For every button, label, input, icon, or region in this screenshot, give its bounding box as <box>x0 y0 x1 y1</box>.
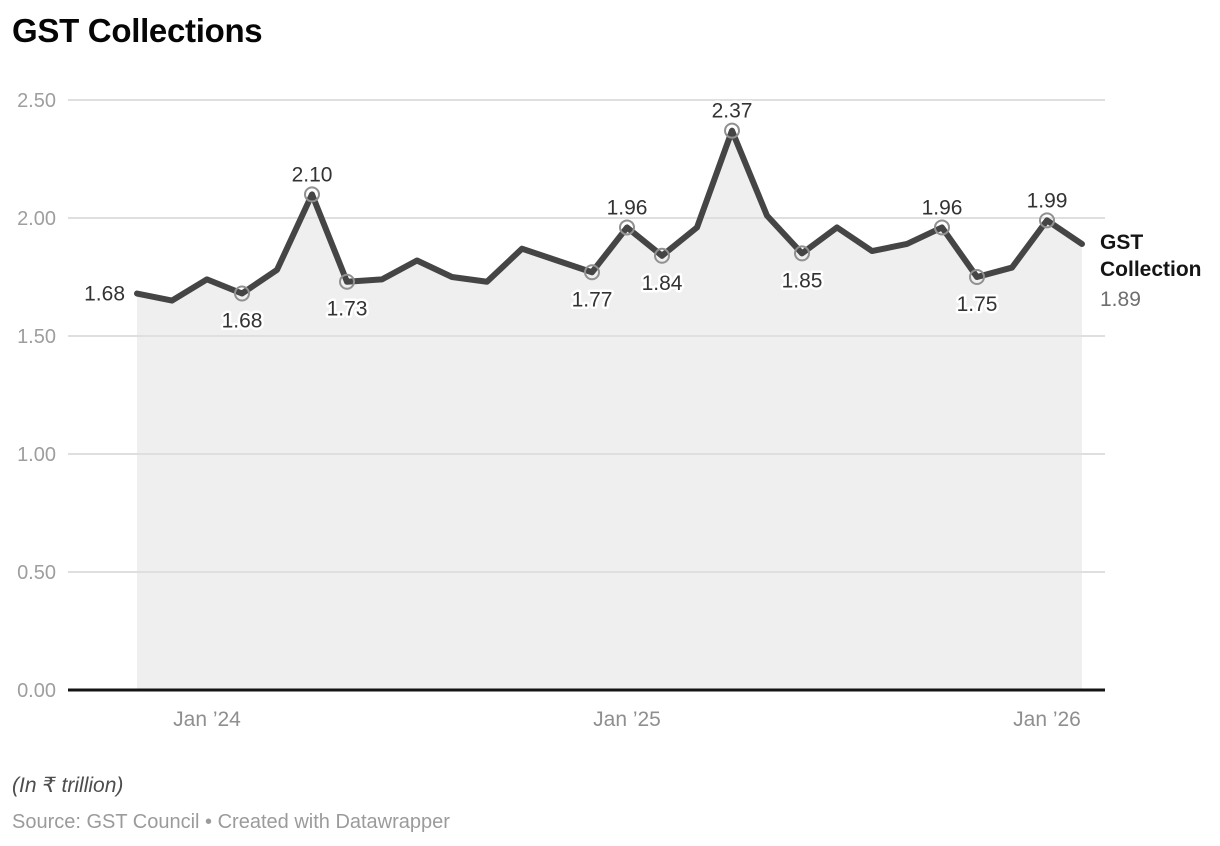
data-point-label: 1.73 <box>327 298 368 321</box>
y-axis-tick-label: 2.50 <box>17 90 56 112</box>
point-marker <box>724 122 740 139</box>
x-axis-tick-label: Jan ’26 <box>1013 708 1081 731</box>
unit-note: (In ₹ trillion) <box>12 774 124 797</box>
source-attribution: Source: GST Council • Created with Dataw… <box>12 811 450 833</box>
data-point-label: 1.85 <box>782 269 823 292</box>
area-fill <box>137 130 1082 690</box>
data-point-label: 1.99 <box>1027 189 1068 212</box>
data-point-label: 2.37 <box>712 100 753 123</box>
series-legend: GST Collection 1.89 <box>1100 229 1220 313</box>
series-legend-label: GST Collection <box>1100 231 1202 282</box>
series-line <box>134 127 1085 304</box>
data-point-label: 1.96 <box>922 196 963 219</box>
point-marker <box>584 264 600 281</box>
point-marker <box>934 219 950 236</box>
point-marker <box>619 219 635 236</box>
point-marker <box>794 245 810 262</box>
point-marker <box>1039 212 1055 229</box>
y-axis-tick-label: 2.00 <box>17 208 56 230</box>
x-axis-tick-label: Jan ’24 <box>173 708 241 731</box>
point-marker <box>304 186 320 203</box>
data-point-label: 1.68 <box>222 310 263 333</box>
y-axis-tick-label: 1.50 <box>17 326 56 348</box>
point-marker <box>654 247 670 264</box>
point-marker <box>234 285 250 302</box>
x-axis-tick-label: Jan ’25 <box>593 708 661 731</box>
y-axis-tick-label: 1.00 <box>17 444 56 466</box>
point-marker <box>969 269 985 285</box>
y-axis-tick-label: 0.00 <box>17 680 56 702</box>
data-point-label: 1.77 <box>572 288 613 311</box>
data-point-label: 1.68 <box>84 283 125 306</box>
y-axis-tick-label: 0.50 <box>17 562 56 584</box>
data-point-label: 1.84 <box>642 272 683 295</box>
data-point-label: 1.96 <box>607 196 648 219</box>
data-point-label: 1.75 <box>957 293 998 316</box>
series-legend-last-value: 1.89 <box>1100 287 1141 311</box>
point-marker <box>339 273 355 290</box>
chart-title: GST Collections <box>12 12 263 49</box>
data-point-label: 2.10 <box>292 163 333 186</box>
